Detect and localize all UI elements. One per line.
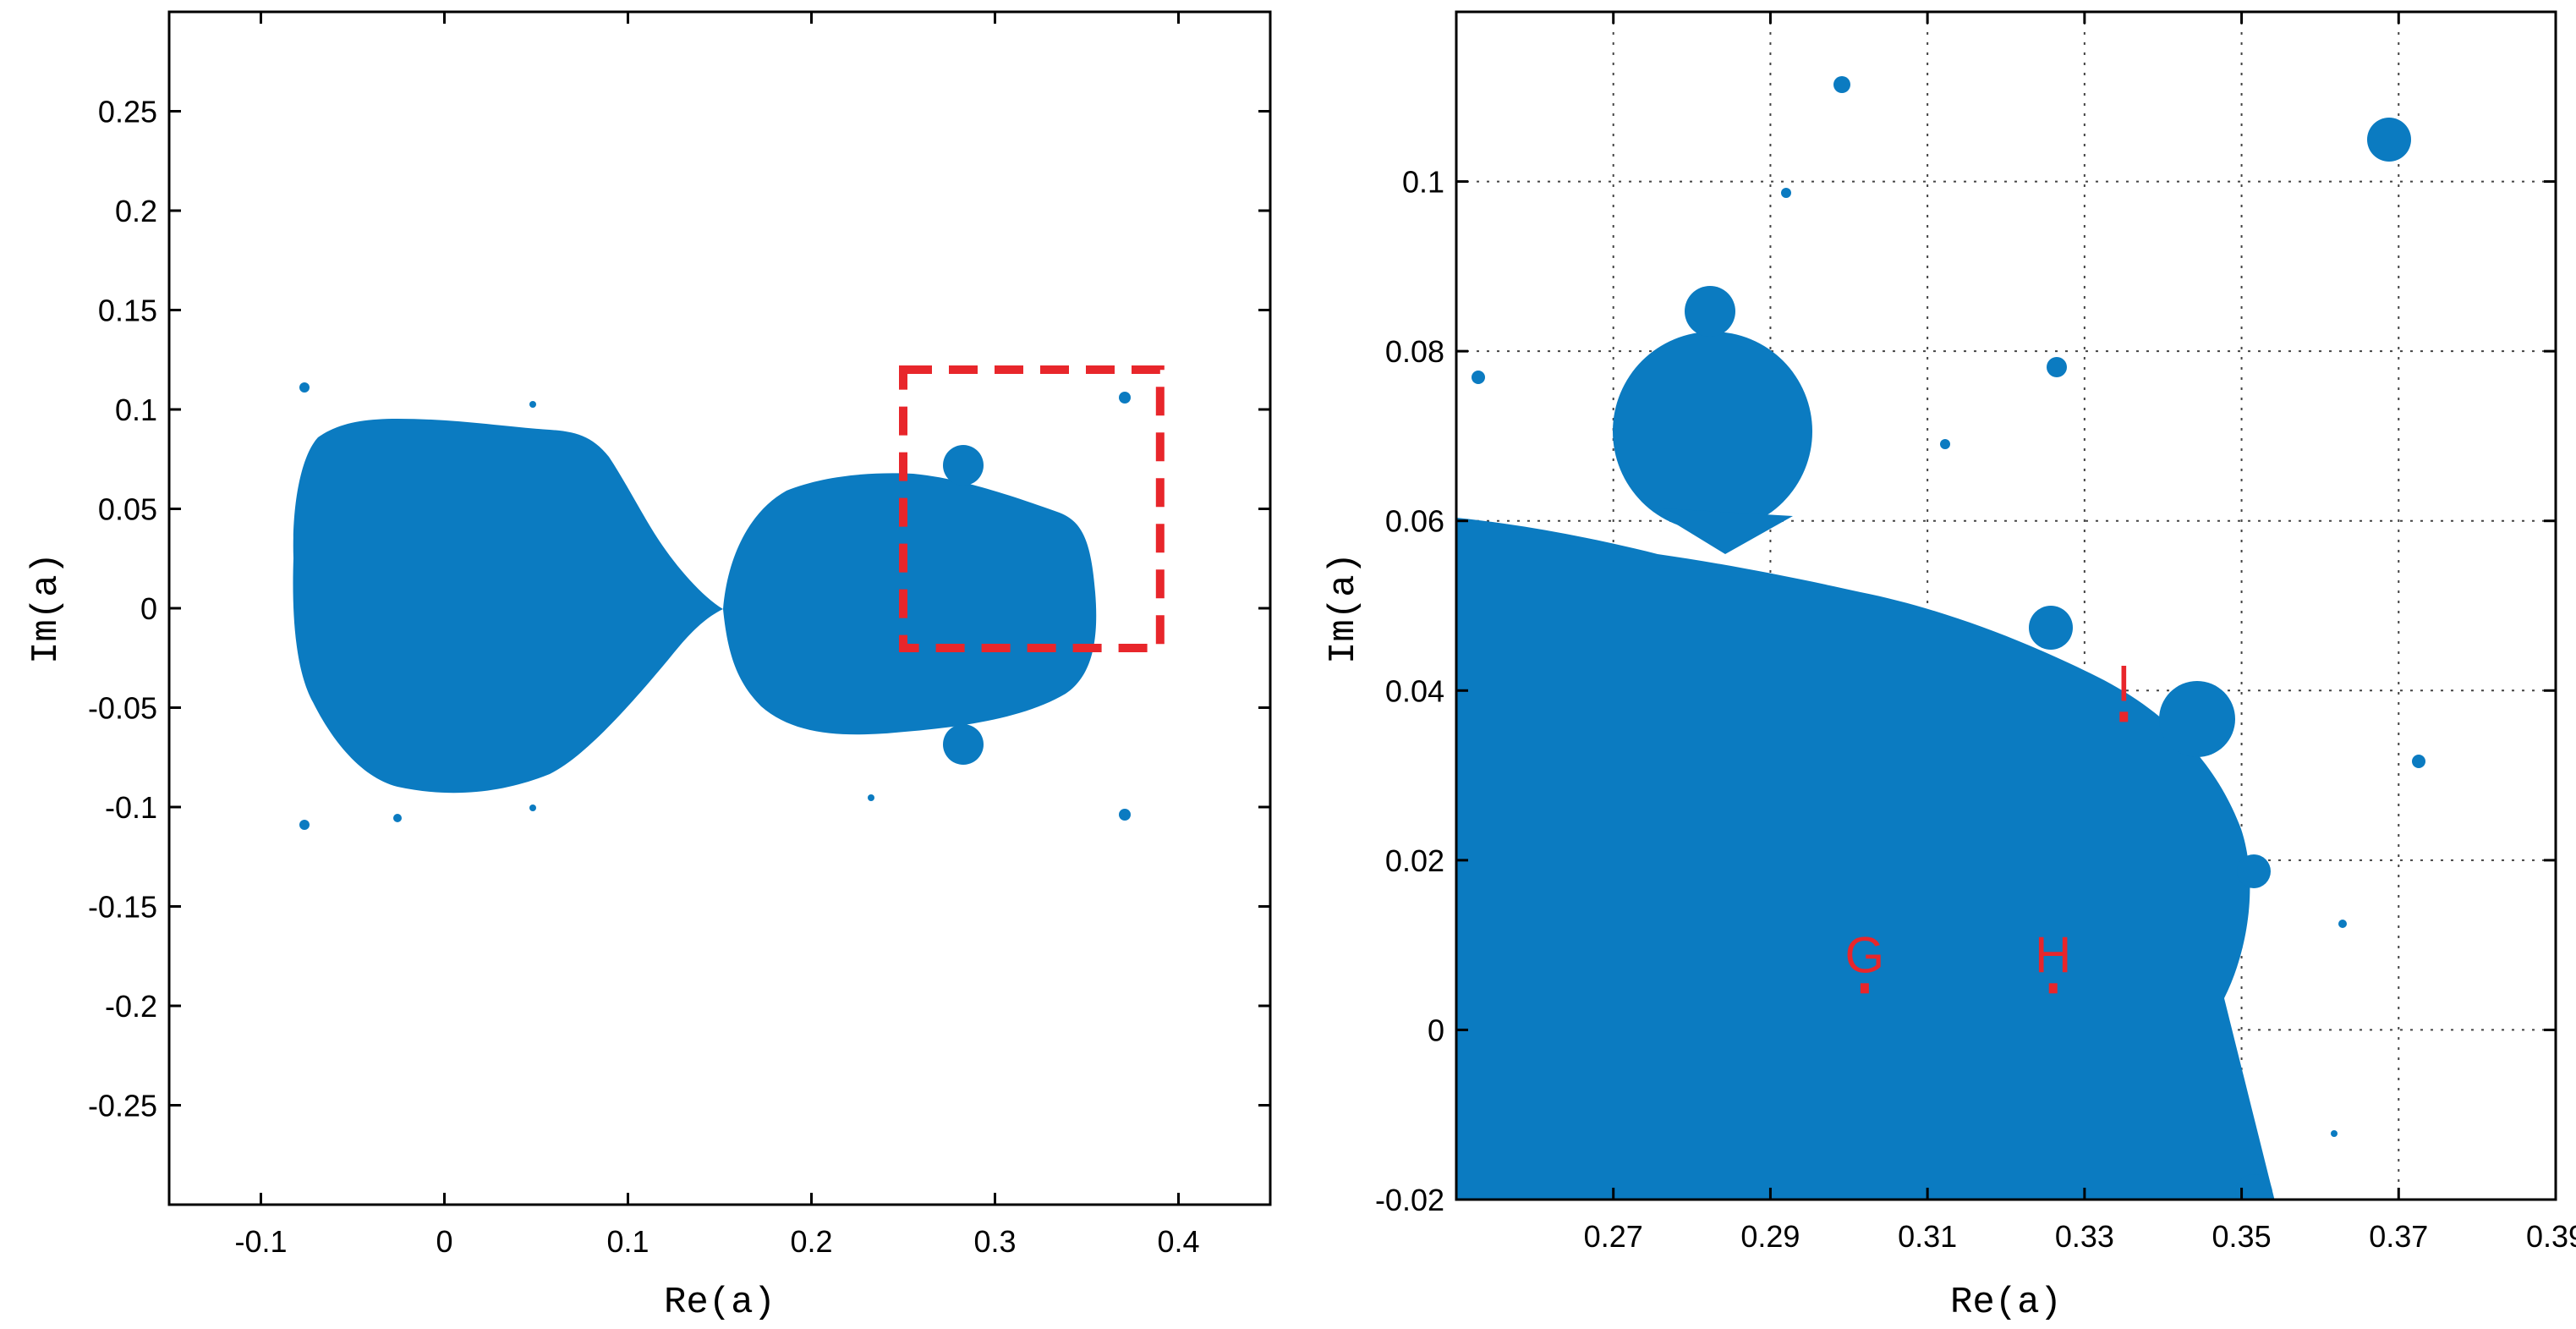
left-ytick-label: 0.2 <box>115 194 157 228</box>
left-ytick-label: 0.05 <box>98 492 157 527</box>
left-ytick-label: 0 <box>140 591 157 626</box>
right-speck-a <box>2367 118 2411 162</box>
right-ylabel: Im(a) <box>1323 552 1365 664</box>
left-set-lobe-right <box>723 473 1097 735</box>
left-xlabel: Re(a) <box>664 1282 776 1324</box>
right-ytick-label: 0.08 <box>1385 334 1444 369</box>
left-speck-3 <box>299 382 310 393</box>
marker-point-g <box>1860 983 1869 994</box>
right-xlabel: Re(a) <box>1950 1282 2062 1324</box>
left-xtick-label: 0.1 <box>606 1224 649 1259</box>
marker-label-i: I <box>2117 655 2131 711</box>
right-xtick-label: 0.39 <box>2526 1219 2576 1254</box>
right-speck-b <box>1833 76 1850 93</box>
right-bulb-mid <box>2159 681 2235 757</box>
left-ylabel: Im(a) <box>25 552 68 664</box>
right-markers: G H I <box>1845 655 2131 994</box>
right-speck-g <box>1940 439 1950 449</box>
left-ytick-label: -0.05 <box>88 691 157 726</box>
left-speck-7 <box>529 401 536 408</box>
left-bulb-bottom <box>943 724 984 765</box>
right-set-body <box>1456 518 2275 1200</box>
left-xtick-label: 0 <box>436 1224 452 1259</box>
marker-label-g: G <box>1845 926 1885 983</box>
right-plot-area <box>1456 76 2425 1200</box>
right-speck-d <box>2412 755 2425 768</box>
right-speck-f <box>1781 188 1791 198</box>
left-set-lobe-left <box>293 419 723 794</box>
left-panel: -0.1 0 0.1 0.2 0.3 0.4 0.25 0.2 0.15 0.1 0.05 0 -0.0… <box>25 10 1272 1324</box>
left-speck-4 <box>299 820 310 830</box>
left-xtick-label: 0.3 <box>973 1224 1016 1259</box>
right-speck-h <box>2338 920 2347 928</box>
left-speck-2 <box>1119 809 1131 821</box>
left-ytick-label: -0.1 <box>105 790 157 825</box>
right-bulb-small-3 <box>2235 1174 2272 1200</box>
right-xtick-label: 0.31 <box>1898 1219 1957 1254</box>
left-xtick-label: 0.2 <box>790 1224 832 1259</box>
right-bulb-large <box>1613 332 1812 531</box>
marker-point-h <box>2048 983 2058 994</box>
right-panel: GHI 0.270.290.310.330.350.370.390.10.080… <box>1323 10 2576 1324</box>
right-xtick-label: 0.33 <box>2055 1219 2114 1254</box>
right-ytick-label: -0.02 <box>1375 1183 1444 1217</box>
right-speck-e <box>1472 371 1485 384</box>
zoom-box <box>899 365 1165 652</box>
right-ytick-label: 0.1 <box>1402 165 1444 200</box>
right-bulb-small-2 <box>2237 854 2271 888</box>
left-ytick-label: -0.15 <box>88 890 157 925</box>
right-xtick-label: 0.35 <box>2212 1219 2272 1254</box>
right-bulb-large-top <box>1685 286 1735 337</box>
right-axes-frame <box>1455 10 2557 1201</box>
left-ytick-label: -0.25 <box>88 1089 157 1123</box>
left-speck-5 <box>393 814 402 822</box>
right-speck-c <box>2047 357 2067 377</box>
right-ytick-label: 0.02 <box>1385 843 1444 878</box>
left-plot-area <box>293 382 1131 830</box>
left-xtick-label: -0.1 <box>234 1224 287 1259</box>
right-bulb-neck <box>1649 508 1793 554</box>
left-ytick-label: 0.1 <box>115 393 157 427</box>
left-speck-8 <box>868 794 874 801</box>
marker-point-i <box>2119 711 2129 722</box>
right-xtick-label: 0.27 <box>1584 1219 1643 1254</box>
left-ticks: -0.1 0 0.1 0.2 0.3 0.4 0.25 0.2 0.15 0.1 0.05 0 -0.0… <box>88 12 1270 1259</box>
left-ytick-label: 0.25 <box>98 95 157 129</box>
left-ytick-label: 0.15 <box>98 294 157 328</box>
right-speck-i <box>2331 1130 2338 1137</box>
right-ytick-label: 0.06 <box>1385 504 1444 539</box>
left-xtick-label: 0.4 <box>1157 1224 1199 1259</box>
right-xtick-label: 0.29 <box>1740 1219 1800 1254</box>
left-ytick-label: -0.2 <box>105 989 157 1024</box>
left-speck-6 <box>529 805 536 811</box>
right-ticks: 0.27 0.29 0.31 0.33 0.35 0.37 0.39 0.1 0.08 0.06 0… <box>1375 12 2576 1254</box>
right-ytick-label: 0.04 <box>1385 673 1444 708</box>
marker-label-h: H <box>2035 926 2071 983</box>
right-xtick-label: 0.37 <box>2369 1219 2428 1254</box>
left-speck-1 <box>1119 392 1131 404</box>
right-ytick-label: 0 <box>1428 1013 1444 1047</box>
left-bulb-top <box>943 445 984 486</box>
right-bulb-small-1 <box>2029 606 2073 650</box>
